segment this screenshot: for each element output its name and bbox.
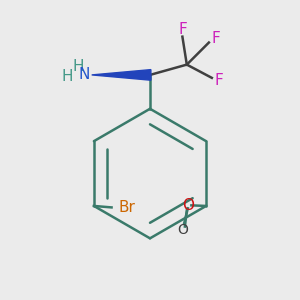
Text: H: H	[73, 59, 84, 74]
Text: F: F	[212, 31, 220, 46]
Text: F: F	[178, 22, 187, 37]
Text: H: H	[62, 69, 73, 84]
Text: O: O	[182, 198, 194, 213]
Text: F: F	[215, 73, 224, 88]
Text: Br: Br	[118, 200, 135, 215]
Text: N: N	[79, 68, 90, 82]
Polygon shape	[92, 70, 151, 80]
Text: O: O	[177, 223, 188, 237]
